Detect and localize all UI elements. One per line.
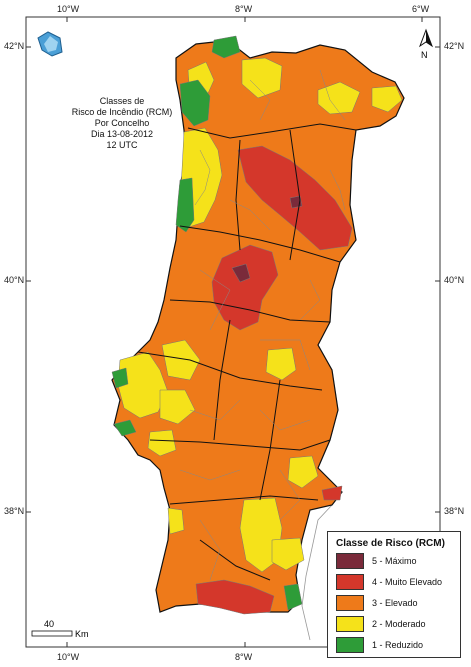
legend-swatch-maximo <box>336 553 364 569</box>
lat-tick-40n-left: 40°N <box>4 275 25 285</box>
lat-tick-38n-left: 38°N <box>4 506 25 516</box>
legend-swatch-moderado <box>336 616 364 632</box>
legend-item-elevado: 3 - Elevado <box>328 594 460 612</box>
im-logo-icon <box>37 31 63 57</box>
lat-tick-40n-right: 40°N <box>444 275 465 285</box>
lon-tick-6w-top: 6°W <box>412 4 430 14</box>
legend-label-reduzido: 1 - Reduzido <box>372 640 424 650</box>
title-line-4: Dia 13-08-2012 <box>90 129 154 139</box>
scale-unit: Km <box>75 629 89 639</box>
scale-value: 40 <box>44 619 55 629</box>
title-line-3: Por Concelho <box>94 118 150 128</box>
lat-tick-42n-right: 42°N <box>444 41 465 51</box>
lat-tick-42n-left: 42°N <box>4 41 25 51</box>
legend-title: Classe de Risco (RCM) <box>336 538 445 549</box>
title-line-5: 12 UTC <box>106 140 138 150</box>
legend-item-maximo: 5 - Máximo <box>328 552 460 570</box>
class-2-moderado-areas <box>117 57 403 573</box>
lon-tick-10w-top: 10°W <box>57 4 80 14</box>
legend-swatch-reduzido <box>336 637 364 653</box>
lon-tick-8w-bottom: 8°W <box>235 652 253 662</box>
legend-label-maximo: 5 - Máximo <box>372 556 417 566</box>
municipality-boundaries <box>179 69 346 581</box>
legend-item-muito-elevado: 4 - Muito Elevado <box>328 573 460 591</box>
legend-swatch-elevado <box>336 595 364 611</box>
lon-tick-8w-top: 8°W <box>235 4 253 14</box>
scale-bar <box>31 630 73 637</box>
legend-swatch-muito-elevado <box>336 574 364 590</box>
title-line-1: Classes de <box>99 96 145 106</box>
legend-label-elevado: 3 - Elevado <box>372 598 418 608</box>
legend-item-reduzido: 1 - Reduzido <box>328 636 460 654</box>
legend: Classe de Risco (RCM) 5 - Máximo 4 - Mui… <box>327 531 461 658</box>
north-arrow-icon <box>418 28 434 48</box>
legend-label-muito-elevado: 4 - Muito Elevado <box>372 577 443 587</box>
north-label: N <box>421 50 428 60</box>
district-boundaries <box>137 123 357 581</box>
legend-item-moderado: 2 - Moderado <box>328 615 460 633</box>
map-title: Classes de Risco de Incêndio (RCM) Por C… <box>62 96 182 151</box>
legend-label-moderado: 2 - Moderado <box>372 619 426 629</box>
title-line-2: Risco de Incêndio (RCM) <box>71 107 173 117</box>
lat-tick-marks <box>26 46 440 513</box>
lon-tick-10w-bottom: 10°W <box>57 652 80 662</box>
class-1-reduzido-areas <box>111 35 303 611</box>
lat-tick-38n-right: 38°N <box>444 506 465 516</box>
